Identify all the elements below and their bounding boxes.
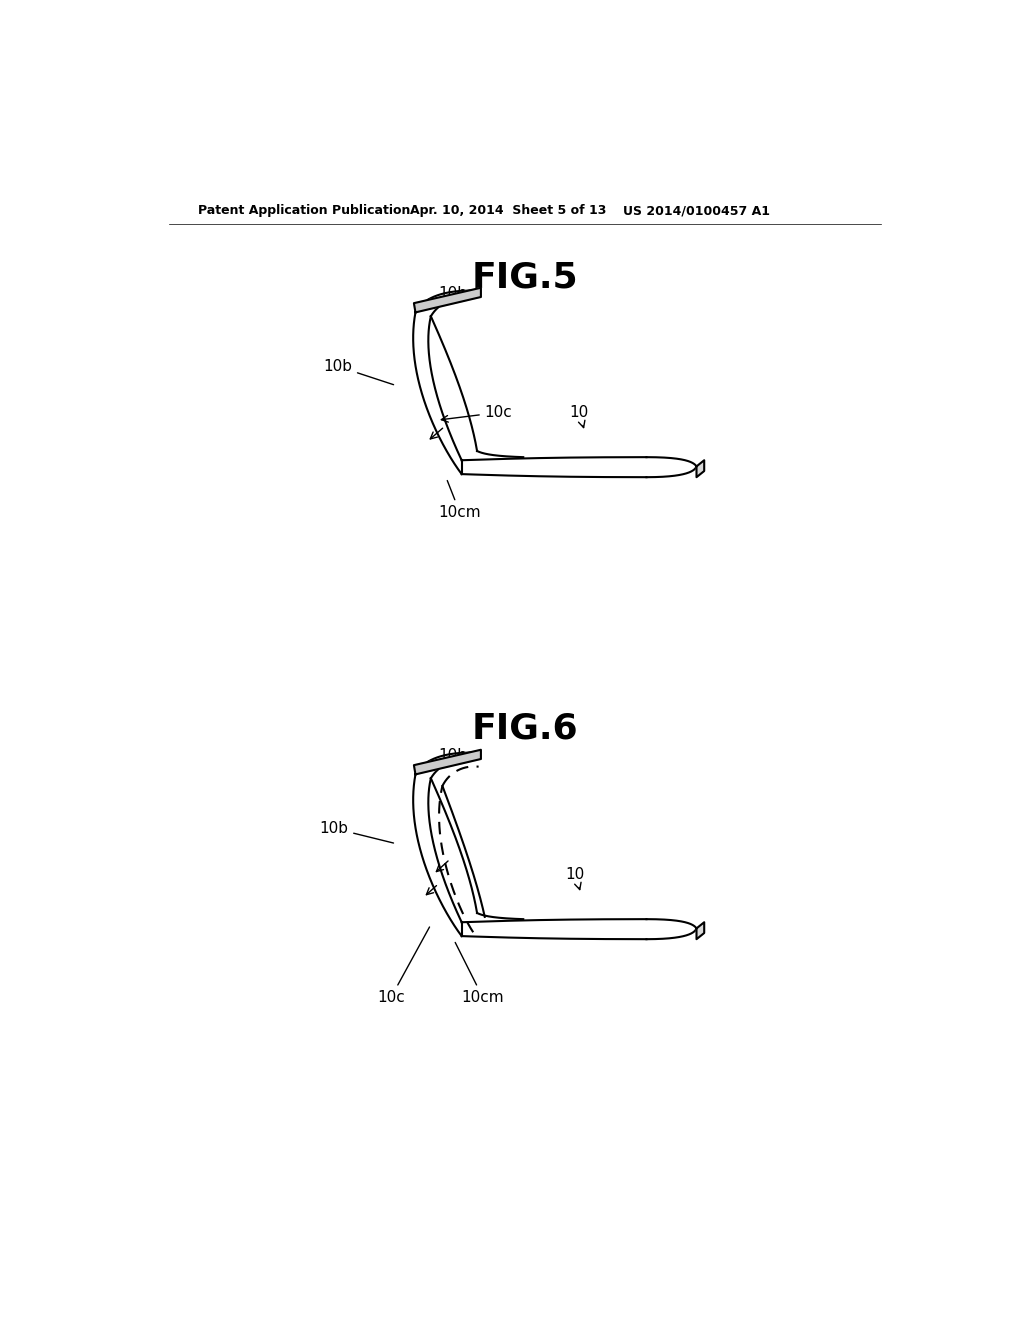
Text: Patent Application Publication: Patent Application Publication [199, 205, 411, 218]
Text: FIG.6: FIG.6 [471, 711, 579, 746]
Text: 10: 10 [565, 867, 585, 890]
Text: 10b: 10b [323, 359, 393, 384]
Text: 10cm: 10cm [438, 480, 481, 520]
Polygon shape [696, 923, 705, 940]
Text: 10cm: 10cm [456, 942, 504, 1006]
Text: 10bs: 10bs [422, 285, 475, 309]
Text: 10bs: 10bs [422, 747, 475, 771]
Polygon shape [696, 461, 705, 478]
Text: 10c: 10c [377, 927, 429, 1006]
Text: 10: 10 [569, 405, 589, 428]
Text: Apr. 10, 2014  Sheet 5 of 13: Apr. 10, 2014 Sheet 5 of 13 [410, 205, 606, 218]
Polygon shape [414, 750, 481, 775]
Text: FIG.5: FIG.5 [471, 261, 579, 294]
Text: 10b: 10b [319, 821, 393, 843]
Text: 10c: 10c [441, 405, 512, 422]
Text: US 2014/0100457 A1: US 2014/0100457 A1 [624, 205, 770, 218]
Polygon shape [414, 288, 481, 313]
